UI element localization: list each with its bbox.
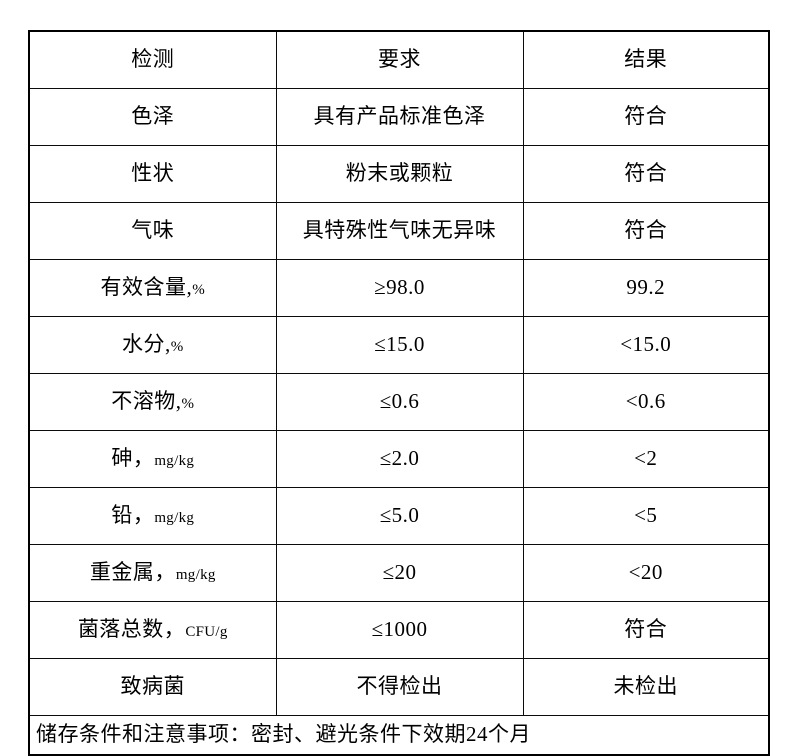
item-label: 铅， xyxy=(111,503,155,528)
row-item-name: 铅，mg/kg xyxy=(28,487,277,545)
row-result: <2 xyxy=(522,430,770,488)
row-item-name: 致病菌 xyxy=(28,658,277,716)
table-footnote-row: 储存条件和注意事项：密封、避光条件下效期24个月 xyxy=(28,715,770,756)
storage-conditions-note: 储存条件和注意事项：密封、避光条件下效期24个月 xyxy=(28,715,770,756)
item-label: 砷， xyxy=(111,446,155,471)
item-label: 色泽 xyxy=(131,104,175,129)
item-label: 气味 xyxy=(131,218,175,243)
item-unit: % xyxy=(170,339,184,356)
row-requirement: 具特殊性气味无异味 xyxy=(275,202,524,260)
row-result: 符合 xyxy=(522,88,770,146)
item-label: 重金属， xyxy=(89,560,176,585)
row-result: 99.2 xyxy=(522,259,770,317)
row-item-name: 水分,% xyxy=(28,316,277,374)
column-header-result: 结果 xyxy=(522,30,770,89)
table-header-row: 检测 要求 结果 xyxy=(28,30,770,89)
table-row: 不溶物,% ≤0.6 <0.6 xyxy=(28,373,770,431)
table-row: 有效含量,% ≥98.0 99.2 xyxy=(28,259,770,317)
row-result: <0.6 xyxy=(522,373,770,431)
row-item-name: 有效含量,% xyxy=(28,259,277,317)
item-unit: mg/kg xyxy=(154,453,195,470)
row-item-name: 色泽 xyxy=(28,88,277,146)
item-label: 不溶物, xyxy=(111,389,182,414)
item-label: 水分, xyxy=(121,332,171,357)
table-row: 铅，mg/kg ≤5.0 <5 xyxy=(28,487,770,545)
row-result: 未检出 xyxy=(522,658,770,716)
row-item-name: 性状 xyxy=(28,145,277,203)
item-unit: CFU/g xyxy=(185,624,228,641)
row-item-name: 重金属，mg/kg xyxy=(28,544,277,602)
row-requirement: ≤2.0 xyxy=(275,430,524,488)
row-requirement: ≤20 xyxy=(275,544,524,602)
table-row: 水分,% ≤15.0 <15.0 xyxy=(28,316,770,374)
row-result: 符合 xyxy=(522,601,770,659)
item-unit: % xyxy=(181,396,195,413)
column-header-requirement: 要求 xyxy=(275,30,524,89)
table-row: 菌落总数，CFU/g ≤1000 符合 xyxy=(28,601,770,659)
row-requirement: ≤15.0 xyxy=(275,316,524,374)
table-row: 性状 粉末或颗粒 符合 xyxy=(28,145,770,203)
item-unit: mg/kg xyxy=(154,510,195,527)
row-result: <20 xyxy=(522,544,770,602)
row-requirement: ≤1000 xyxy=(275,601,524,659)
row-item-name: 菌落总数，CFU/g xyxy=(28,601,277,659)
specification-table: 检测 要求 结果 色泽 具有产品标准色泽 符合 性状 粉末或颗粒 符合 气味 具… xyxy=(28,30,770,756)
row-item-name: 气味 xyxy=(28,202,277,260)
row-requirement: ≤0.6 xyxy=(275,373,524,431)
table-row: 色泽 具有产品标准色泽 符合 xyxy=(28,88,770,146)
row-requirement: 粉末或颗粒 xyxy=(275,145,524,203)
table-row: 致病菌 不得检出 未检出 xyxy=(28,658,770,716)
row-item-name: 不溶物,% xyxy=(28,373,277,431)
row-requirement: 具有产品标准色泽 xyxy=(275,88,524,146)
item-label: 致病菌 xyxy=(120,674,185,699)
row-result: 符合 xyxy=(522,202,770,260)
row-result: 符合 xyxy=(522,145,770,203)
item-label: 菌落总数， xyxy=(77,617,186,642)
row-result: <5 xyxy=(522,487,770,545)
row-result: <15.0 xyxy=(522,316,770,374)
row-requirement: 不得检出 xyxy=(275,658,524,716)
item-unit: mg/kg xyxy=(175,567,216,584)
row-requirement: ≥98.0 xyxy=(275,259,524,317)
row-item-name: 砷，mg/kg xyxy=(28,430,277,488)
item-unit: % xyxy=(192,282,206,299)
row-requirement: ≤5.0 xyxy=(275,487,524,545)
column-header-item: 检测 xyxy=(28,30,277,89)
table-row: 砷，mg/kg ≤2.0 <2 xyxy=(28,430,770,488)
table-row: 重金属，mg/kg ≤20 <20 xyxy=(28,544,770,602)
table-row: 气味 具特殊性气味无异味 符合 xyxy=(28,202,770,260)
item-label: 有效含量, xyxy=(100,275,193,300)
item-label: 性状 xyxy=(131,161,175,186)
